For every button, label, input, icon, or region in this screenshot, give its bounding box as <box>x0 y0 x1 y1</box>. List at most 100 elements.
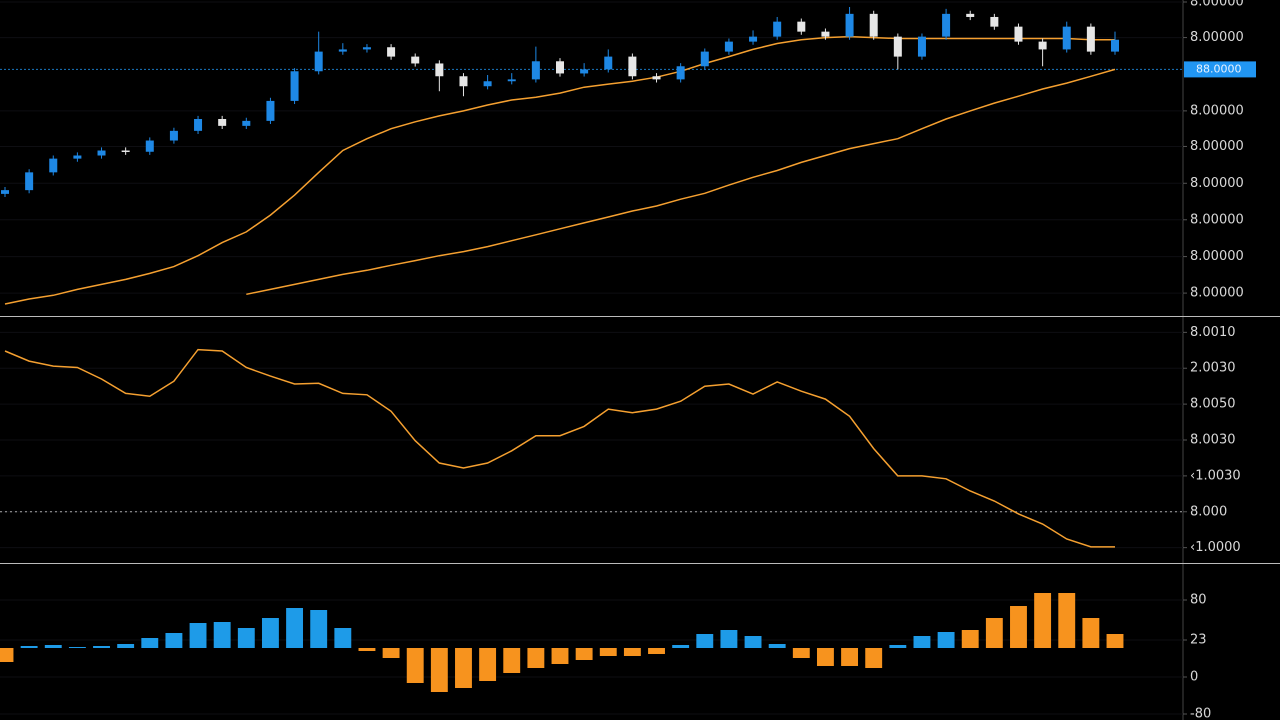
y-tick-label: 8.00000 <box>1190 176 1244 191</box>
candle-body <box>483 81 492 87</box>
last-price-label: 88.0000 <box>1196 62 1242 75</box>
candle-body <box>1 190 9 194</box>
candle-body <box>531 61 540 80</box>
candle-body <box>869 13 878 37</box>
histogram-bar <box>792 648 810 658</box>
candle-body <box>194 119 203 131</box>
histogram-bar <box>0 648 14 662</box>
candle-body <box>1014 26 1023 42</box>
candle-body <box>893 36 902 57</box>
histogram-bar <box>479 648 497 681</box>
candle-body <box>580 69 589 74</box>
histogram-bar <box>816 648 834 666</box>
histogram-bar <box>599 648 617 656</box>
candle-body <box>169 130 178 141</box>
histogram-bar <box>286 608 304 648</box>
y-tick-label: -80 <box>1190 707 1211 720</box>
candle-body <box>145 140 154 152</box>
histogram-bar <box>503 648 521 673</box>
histogram-bar <box>744 636 762 648</box>
candle-body <box>362 47 371 50</box>
line-series <box>4 35 1115 305</box>
y-tick-label: 8.0050 <box>1190 397 1236 412</box>
candle-body <box>942 13 951 37</box>
y-tick-label: 80 <box>1190 593 1207 608</box>
histogram-bar <box>841 648 859 666</box>
histogram-bar <box>623 648 641 656</box>
y-tick-label: 8.00000 <box>1190 139 1244 154</box>
candle-body <box>652 76 661 80</box>
candle-body <box>49 158 58 173</box>
y-tick-label: 23 <box>1190 633 1207 648</box>
candle-body <box>218 119 227 126</box>
histogram-bar <box>93 646 110 648</box>
y-tick-label: 8.00000 <box>1190 30 1244 45</box>
candle-body <box>459 76 468 87</box>
histogram-bar <box>382 648 400 658</box>
histogram-bar <box>1082 618 1100 648</box>
line-series <box>246 68 1116 296</box>
candle-body <box>821 31 830 37</box>
histogram-bar <box>696 634 714 648</box>
line-series <box>4 348 1115 548</box>
histogram-bar <box>406 648 424 683</box>
histogram-bar <box>261 618 279 648</box>
y-tick-label: ‹1.0030 <box>1190 468 1241 483</box>
y-tick-label: ‹1.0000 <box>1190 540 1241 555</box>
candle-body <box>242 120 251 126</box>
candle-body <box>266 100 275 121</box>
last-price-badge <box>1184 61 1256 78</box>
y-tick-label: 8.0030 <box>1190 433 1236 448</box>
candle-body <box>966 13 975 17</box>
histogram-bar <box>430 648 448 692</box>
candle-body <box>97 150 106 156</box>
candle-body <box>507 79 516 82</box>
histogram-bar <box>1058 593 1076 648</box>
candle-body <box>724 41 733 52</box>
candle-body <box>749 36 758 42</box>
histogram-bar <box>1010 606 1027 648</box>
candle-body <box>73 155 82 159</box>
candle-body <box>121 150 130 153</box>
y-tick-label: 8.00000 <box>1190 103 1244 118</box>
histogram-bar <box>44 645 62 648</box>
histogram-bar <box>20 646 38 648</box>
candle-body <box>387 47 396 57</box>
candle-body <box>1038 41 1047 50</box>
candle-body <box>604 56 613 70</box>
histogram-bar <box>913 636 931 648</box>
candle-body <box>338 49 347 52</box>
histogram-bar <box>720 630 738 648</box>
y-tick-label: 0 <box>1190 670 1198 685</box>
candle-body <box>411 56 420 64</box>
y-tick-label: 2.0030 <box>1190 361 1236 376</box>
histogram-bar <box>165 633 183 648</box>
histogram-bar <box>551 648 569 664</box>
histogram-bar <box>889 645 907 648</box>
candle-body <box>25 172 34 191</box>
candle-body <box>628 56 637 77</box>
candle-body <box>797 21 806 32</box>
histogram-bar <box>1106 634 1124 648</box>
histogram-bar <box>310 610 328 648</box>
histogram-bar <box>237 628 255 648</box>
candle-body <box>1062 26 1071 50</box>
histogram-bar <box>455 648 472 688</box>
histogram-bar <box>648 648 665 654</box>
y-tick-label: 8.00000 <box>1190 212 1244 227</box>
histogram-bar <box>117 644 135 648</box>
candle-body <box>314 51 323 72</box>
candle-body <box>700 51 709 67</box>
candle-body <box>990 16 999 27</box>
y-tick-label: 8.00000 <box>1190 249 1244 264</box>
histogram-bar <box>865 648 883 668</box>
histogram-bar <box>189 623 207 648</box>
candle-body <box>917 36 926 57</box>
y-tick-label: 8.00000 <box>1190 286 1244 301</box>
candle-body <box>435 63 444 77</box>
histogram-bar <box>937 632 955 648</box>
histogram-bar <box>141 638 159 648</box>
candle-body <box>290 71 299 101</box>
histogram-bar <box>961 630 979 648</box>
